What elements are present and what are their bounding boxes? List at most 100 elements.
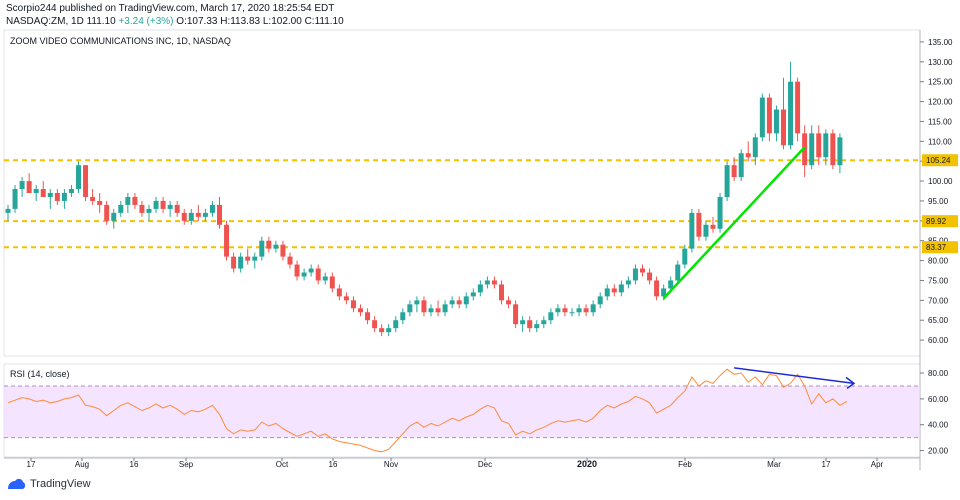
symbol: NASDAQ:ZM, 1D [6,16,84,27]
candle-body [837,137,843,166]
candle-body [400,312,406,321]
chart-header: Scorpio244 published on TradingView.com,… [6,2,344,28]
candle-body [90,196,96,201]
rsi-title: RSI (14, close) [10,369,70,379]
candle-body [350,300,356,309]
time-tick-label: Apr [871,460,884,469]
candle-body [273,244,279,249]
candle-body [830,133,836,166]
candle-body [541,320,547,325]
price-tick-label: 130.00 [928,58,953,67]
candle-body [372,320,378,329]
time-tick-label: Feb [678,460,692,469]
rsi-band [4,385,920,438]
candle-body [132,196,138,205]
symbol-info: NASDAQ:ZM, 1D 111.10 +3.24 (+3%) O:107.3… [6,15,344,28]
candle-body [484,280,490,285]
candle-body [463,296,469,305]
candle-body [506,300,512,305]
candle-body [294,264,300,277]
candle-body [5,208,11,213]
time-tick-label: Mar [767,460,781,469]
candle-body [766,97,772,134]
price-tick-label: 60.00 [928,336,949,345]
candle-body [40,189,46,197]
candle-body [47,193,53,197]
candle-body [745,153,751,158]
price-tick-label: 110.00 [928,137,952,146]
candle-body [696,212,702,237]
candle-body [668,280,674,289]
candle-body [202,212,208,217]
last-price: 111.10 [86,16,116,27]
candle-body [195,212,201,217]
candle-body [703,224,709,237]
time-tick-label: 16 [329,460,338,469]
candle-body [682,248,688,265]
candle-body [555,308,561,313]
candle-body [421,300,427,313]
candle-body [217,204,222,225]
price-change: +3.24 (+3%) [118,16,174,27]
candle-body [358,308,363,313]
rsi-tick-label: 40.00 [928,421,949,430]
tradingview-logo-icon [8,478,26,489]
candle-body [788,81,794,146]
candle-body [266,240,272,249]
candle-body [513,304,519,325]
candle-body [259,240,265,257]
candle-body [647,272,653,281]
candle-body [174,204,180,213]
time-tick-label: 2020 [577,459,597,469]
candle-body [470,292,476,297]
candle-body [527,320,533,329]
time-tick-label: Oct [276,460,289,469]
candle-body [308,268,314,273]
time-tick-label: Aug [75,460,89,469]
candle-body [632,268,638,281]
candle-body [477,284,483,293]
candle-body [209,204,215,213]
candle-body [781,109,786,146]
price-tick-label: 115.00 [928,117,952,126]
candle-body [675,264,681,281]
chart-title: ZOOM VIDEO COMMUNICATIONS INC, 1D, NASDA… [10,36,231,46]
price-tick-label: 100.00 [928,177,953,186]
candle-body [61,193,67,201]
candle-body [12,189,18,209]
time-tick-label: Sep [179,460,194,469]
tradingview-footer[interactable]: TradingView [6,477,91,491]
candle-body [435,308,441,313]
level-price-tag [922,154,958,167]
candle-body [336,288,342,297]
candle-body [456,300,462,305]
candle-body [76,165,81,190]
candle-body [26,181,32,193]
candle-body [809,133,815,166]
time-tick-label: Dec [478,460,492,469]
tradingview-brand: TradingView [30,478,91,490]
price-tick-label: 95.00 [928,197,949,206]
low-value: L:102.00 [262,16,302,27]
candle-body [181,212,187,221]
publish-info: Scorpio244 published on TradingView.com,… [6,3,335,14]
candle-body [33,189,39,193]
uptrend-line [662,146,806,300]
price-tick-label: 120.00 [928,98,953,107]
candle-body [343,296,349,301]
candle-body [188,212,194,221]
candle-body [576,308,582,313]
candle-body [442,304,448,313]
candle-body [654,280,660,297]
rsi-tick-label: 80.00 [928,369,949,378]
candle-body [823,133,829,158]
high-value: H:113.83 [220,16,261,27]
price-tick-label: 125.00 [928,78,953,87]
candle-body [661,288,667,297]
candle-body [724,165,730,197]
level-price-tag [922,215,958,228]
candle-body [386,328,392,333]
time-tick-label: 17 [27,460,36,469]
candle-body [449,300,455,305]
